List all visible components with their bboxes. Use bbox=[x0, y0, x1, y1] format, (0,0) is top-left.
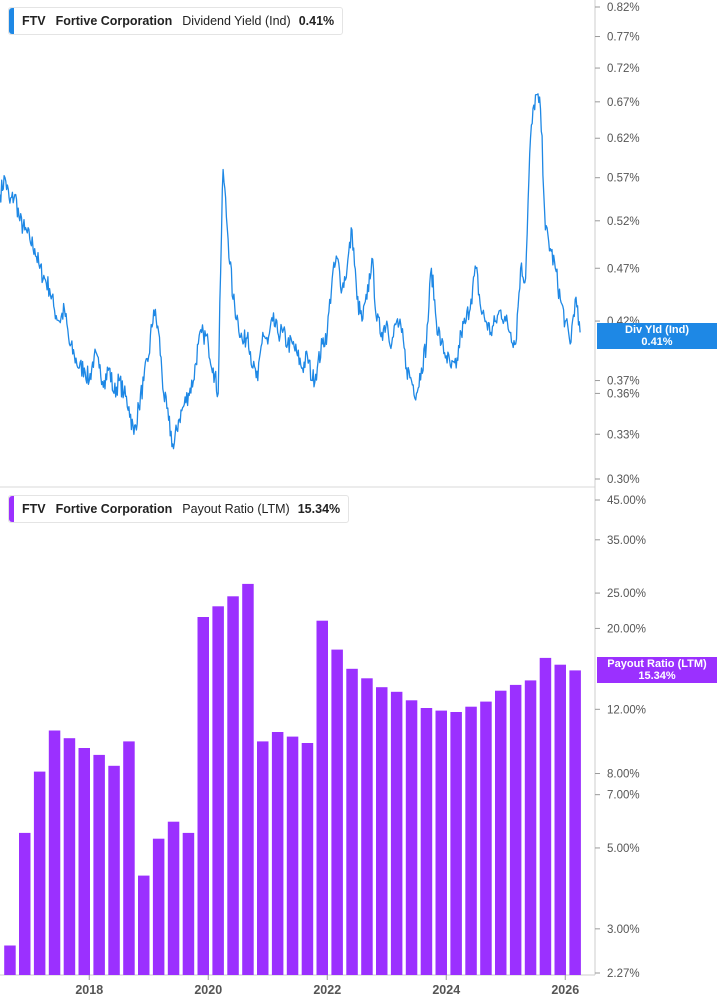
payout-ratio-bar bbox=[554, 664, 566, 975]
bottom-y-tick-label: 3.00% bbox=[607, 924, 640, 936]
x-tick-label: 2024 bbox=[432, 983, 460, 997]
payout-ratio-bar bbox=[435, 710, 447, 975]
payout-ratio-bar bbox=[480, 701, 492, 975]
payout-ratio-bar bbox=[78, 748, 90, 975]
dividend-yield-legend-swatch bbox=[9, 8, 14, 34]
legend-metric: Dividend Yield (Ind) bbox=[182, 14, 291, 28]
payout-ratio-bar bbox=[33, 771, 46, 975]
payout-ratio-bar bbox=[182, 832, 195, 975]
payout-ratio-bar bbox=[569, 670, 581, 975]
x-axis: 2018 2020 2022 2024 2026 bbox=[75, 975, 579, 997]
top-y-tick-label: 0.36% bbox=[607, 388, 640, 400]
badge-label: Payout Ratio (LTM) bbox=[607, 658, 707, 670]
top-y-tick-label: 0.47% bbox=[607, 263, 640, 275]
legend-company: Fortive Corporation bbox=[55, 14, 173, 28]
payout-ratio-bar bbox=[539, 657, 552, 975]
legend-company: Fortive Corporation bbox=[55, 502, 173, 516]
bottom-y-tick-label: 20.00% bbox=[607, 623, 646, 635]
bottom-y-tick-label: 25.00% bbox=[607, 588, 646, 600]
legend-ticker: FTV bbox=[22, 14, 46, 28]
top-y-tick-label: 0.33% bbox=[607, 429, 640, 441]
payout-ratio-bar bbox=[361, 678, 373, 975]
badge-value: 15.34% bbox=[638, 670, 676, 682]
payout-ratio-bar bbox=[93, 754, 105, 975]
badge-value: 0.41% bbox=[641, 336, 673, 348]
payout-ratio-bar bbox=[227, 596, 239, 975]
payout-ratio-bar bbox=[376, 687, 388, 975]
payout-ratio-bar bbox=[19, 832, 31, 975]
top-y-tick-label: 0.67% bbox=[607, 97, 640, 109]
x-tick-label: 2022 bbox=[313, 983, 341, 997]
payout-ratio-bar bbox=[167, 821, 180, 975]
x-tick-label: 2026 bbox=[551, 983, 579, 997]
top-y-tick-label: 0.30% bbox=[607, 474, 640, 486]
payout-ratio-bar bbox=[242, 583, 254, 975]
payout-ratio-bar bbox=[123, 741, 135, 975]
payout-ratio-bar bbox=[63, 738, 76, 975]
payout-ratio-bar bbox=[346, 668, 358, 975]
dividend-yield-legend: FTV Fortive Corporation Dividend Yield (… bbox=[8, 7, 344, 35]
bottom-y-tick-label: 2.27% bbox=[607, 968, 640, 980]
dividend-yield-series-line bbox=[0, 93, 581, 450]
top-y-tick-label: 0.72% bbox=[607, 63, 640, 75]
payout-ratio-bar bbox=[301, 743, 314, 975]
top-y-tick-label: 0.82% bbox=[607, 2, 640, 14]
payout-ratio-bar bbox=[286, 736, 299, 975]
bottom-y-axis: 45.00% 35.00% 25.00% 20.00% 12.00% 8.00% 7.00%… bbox=[595, 495, 646, 980]
payout-ratio-bar bbox=[138, 875, 150, 975]
legend-value: 15.34% bbox=[297, 502, 341, 516]
payout-ratio-bar bbox=[48, 730, 61, 975]
payout-ratio-bar bbox=[108, 765, 120, 975]
bottom-y-tick-label: 45.00% bbox=[607, 495, 646, 507]
payout-ratio-bar bbox=[152, 838, 165, 975]
payout-ratio-bar bbox=[4, 945, 16, 975]
legend-value: 0.41% bbox=[298, 14, 335, 28]
payout-ratio-bar bbox=[257, 741, 269, 975]
payout-ratio-bar bbox=[331, 649, 343, 975]
payout-ratio-bar bbox=[197, 617, 209, 975]
payout-ratio-bar bbox=[420, 708, 433, 975]
payout-ratio-bar bbox=[509, 684, 522, 975]
payout-ratio-bar bbox=[316, 620, 328, 975]
payout-ratio-legend: FTV Fortive Corporation Payout Ratio (LT… bbox=[8, 495, 350, 523]
top-y-tick-label: 0.77% bbox=[607, 32, 640, 44]
badge-label: Div Yld (Ind) bbox=[625, 324, 689, 336]
payout-ratio-bar bbox=[405, 700, 418, 975]
x-tick-label: 2020 bbox=[194, 983, 222, 997]
dividend-yield-current-badge: Div Yld (Ind) 0.41% bbox=[597, 323, 717, 349]
top-y-axis: 0.82% 0.77% 0.72% 0.67% 0.62% 0.57% 0.52% 0.47%… bbox=[595, 2, 640, 486]
legend-metric: Payout Ratio (LTM) bbox=[182, 502, 290, 516]
payout-ratio-current-badge: Payout Ratio (LTM) 15.34% bbox=[597, 657, 717, 683]
top-y-tick-label: 0.57% bbox=[607, 173, 640, 185]
payout-ratio-bar bbox=[450, 712, 462, 975]
top-y-tick-label: 0.37% bbox=[607, 376, 640, 388]
legend-ticker: FTV bbox=[22, 502, 46, 516]
payout-ratio-bar bbox=[212, 606, 224, 975]
payout-ratio-bar bbox=[495, 690, 507, 975]
bottom-y-tick-label: 7.00% bbox=[607, 790, 640, 802]
payout-ratio-bar bbox=[524, 680, 537, 975]
payout-ratio-bars bbox=[4, 583, 581, 975]
bottom-y-tick-label: 12.00% bbox=[607, 704, 646, 716]
payout-ratio-bar bbox=[271, 732, 284, 975]
x-tick-label: 2018 bbox=[75, 983, 103, 997]
top-y-tick-label: 0.52% bbox=[607, 216, 640, 228]
bottom-y-tick-label: 8.00% bbox=[607, 769, 640, 781]
payout-ratio-bar bbox=[390, 691, 403, 975]
bottom-y-tick-label: 5.00% bbox=[607, 843, 640, 855]
top-y-tick-label: 0.62% bbox=[607, 133, 640, 145]
payout-ratio-legend-swatch bbox=[9, 496, 14, 522]
payout-ratio-bar bbox=[465, 706, 477, 975]
bottom-y-tick-label: 35.00% bbox=[607, 535, 646, 547]
